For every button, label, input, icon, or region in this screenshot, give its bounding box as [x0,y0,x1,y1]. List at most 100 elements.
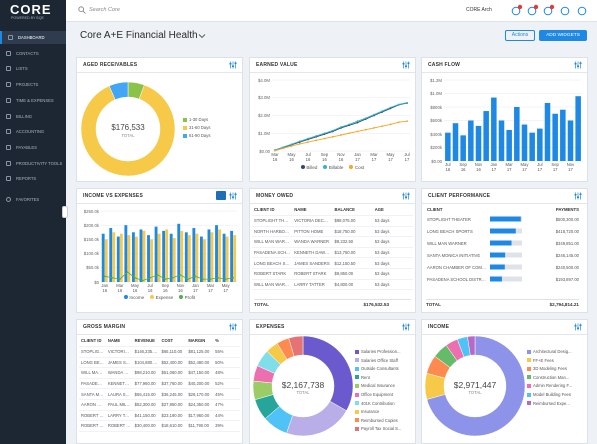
widget-header: MONEY OWED [250,189,415,204]
settings-icon[interactable] [229,61,237,69]
collapse-tab[interactable] [62,206,68,218]
menu-item[interactable]: BILLING [0,110,66,123]
y-tick-label: $4.0M [258,77,270,83]
slider-knob [579,193,582,195]
settings-icon[interactable] [574,323,582,331]
table-cell: 50% [213,357,240,369]
search-icon [78,6,86,14]
y-tick-label: $0 [94,279,99,285]
total-value: $176,532.53 [363,302,389,307]
icon-shape[interactable] [511,6,521,16]
table-row[interactable]: NORTH HARBOR T... PITTON HOME $18,750.00 53… [252,226,413,238]
icon-shape[interactable] [577,6,587,16]
x-tick-label: Jul 17 [537,162,543,172]
slider-knob [234,324,237,326]
bar [169,233,173,282]
column-header: REVENUE [132,335,160,347]
table-cell: $104,880.00 [132,357,160,369]
table-cell: AARON CHAM... [79,399,106,411]
total-value: $2,794,814.21 [549,302,579,307]
badge [517,4,523,10]
table-row[interactable]: WILL MAN WARNER LARRY TATTER $4,800.00 53 d… [252,279,413,291]
table-cell: $40,200.00 [186,378,214,390]
menu-item[interactable]: TIME & EXPENSES [0,94,66,107]
x-tick-label: May 16 [287,152,296,162]
table-row[interactable]: PASADENA SCH... KENNETH DAWSON $13,750.00 5… [252,247,413,259]
widget-title: INCOME VS EXPENSES [83,193,144,199]
menu-item[interactable]: PRODUCTIVITY TOOLS [0,157,66,170]
legend-swatch [183,125,187,130]
table-row[interactable]: LONG BEACH S...JAMES SANDE...$104,880.00… [79,357,240,369]
table-cell: LARRY TATTER [292,279,333,291]
bar-track [490,240,522,246]
legend-label: Construction Man... [533,374,570,380]
legend-label: 3D Modeling Fees [533,366,567,372]
bar [215,225,218,282]
icon-shape[interactable] [543,6,553,16]
x-tick-label: Mar 16 [271,152,279,162]
icon-shape[interactable] [560,6,570,16]
menu-item[interactable]: PROJECTS [0,78,66,91]
bar [490,264,505,270]
user-menu[interactable]: CORE Arch [466,7,492,13]
y-tick-label: $200.0k [83,222,99,228]
table-row[interactable]: SANTA MONIC...LAURA STEVE...$65,415.00$3… [79,388,240,400]
table-row[interactable]: AARON CHAM...PAUL MILLER$52,300.00$27,95… [79,399,240,411]
topbar: Search Core CORE Arch [66,0,597,22]
settings-icon[interactable] [574,61,582,69]
icon-shape[interactable] [527,6,537,16]
widget-body: $176,533 TOTAL 1-30 Days 31-60 Days 61-90 Da… [77,73,242,181]
view-toggle[interactable] [216,191,226,200]
widget-title: EARNED VALUE [256,62,298,68]
settings-icon[interactable] [402,192,410,200]
table-cell: PASADENA SCH... [252,247,293,259]
add-widgets-button[interactable]: ADD WIDGETS [539,30,587,41]
legend-item: Reimbursed Expe... [527,401,585,407]
menu-icon [6,144,11,150]
bar [139,229,143,282]
table-row[interactable]: STOPLIGHT TH...VICTORIA DEC...$146,235.0… [79,346,240,358]
settings-icon[interactable] [402,323,410,331]
bar [225,236,229,282]
table-cell: 53 days [372,247,413,259]
legend-swatch [355,358,359,363]
search-input[interactable]: Search Core [89,7,120,13]
menu-item[interactable]: LISTS [0,62,66,75]
table-row[interactable]: WILL MAN WARNER WANDA WARNER $9,232.50 53 d… [252,236,413,248]
table-row[interactable]: WILL MAN WA...WANDA WARN...$98,210.00$51… [79,367,240,379]
table-cell: $52,480.00 [186,357,214,369]
legend-item: Architectural Desig... [527,349,585,355]
menu-item[interactable]: CONTACTS [0,47,66,60]
legend-item: Salaries Office Staff [355,358,413,364]
table-row[interactable]: STOPLIGHT THEATERVICTORIA DECKER$88,075.… [252,215,413,227]
table-cell: $18,750.00 [332,226,373,238]
table-cell: $52,300.00 [132,399,160,411]
table-cell: 53 days [372,268,413,280]
actions-button[interactable]: Actions [505,30,535,41]
menu-item[interactable]: REPORTS [0,172,66,185]
settings-icon[interactable] [574,192,582,200]
table-row[interactable]: PASADENA SC...KENNETH DA...$77,960.00$37… [79,378,240,390]
menu-item[interactable]: FAVORITES [0,193,66,206]
settings-icon[interactable] [229,323,237,331]
menu-item[interactable]: PAYABLES [0,141,66,154]
legend-item: 31-60 Days [183,125,240,131]
chart-plot [444,79,582,162]
table-row[interactable]: ROBERT STARKLARRY TATTER$41,150.00$23,19… [79,410,240,422]
settings-icon[interactable] [229,192,237,200]
point [141,279,144,282]
menu-item[interactable]: ACCOUNTING [0,125,66,138]
bar-track [490,264,522,270]
table-cell: LAURA STEVE... [105,388,133,400]
table-cell: LARRY TATTER [105,410,133,422]
menu-item[interactable]: DASHBOARD [0,31,66,44]
table-cell: $30,400.00 [132,420,160,432]
top-icon [543,4,555,16]
table-row[interactable]: ROBERT STARK ROBERT STARK $9,850.00 53 days [252,268,413,280]
bar [483,111,489,161]
table-row[interactable]: LONG BEACH SPO... JAMES SANDERS $12,150.50… [252,257,413,269]
settings-icon[interactable] [402,61,410,69]
widget: MONEY OWED CLIENT ID NAME BALANCE AGE STOPLIG… [249,188,416,313]
